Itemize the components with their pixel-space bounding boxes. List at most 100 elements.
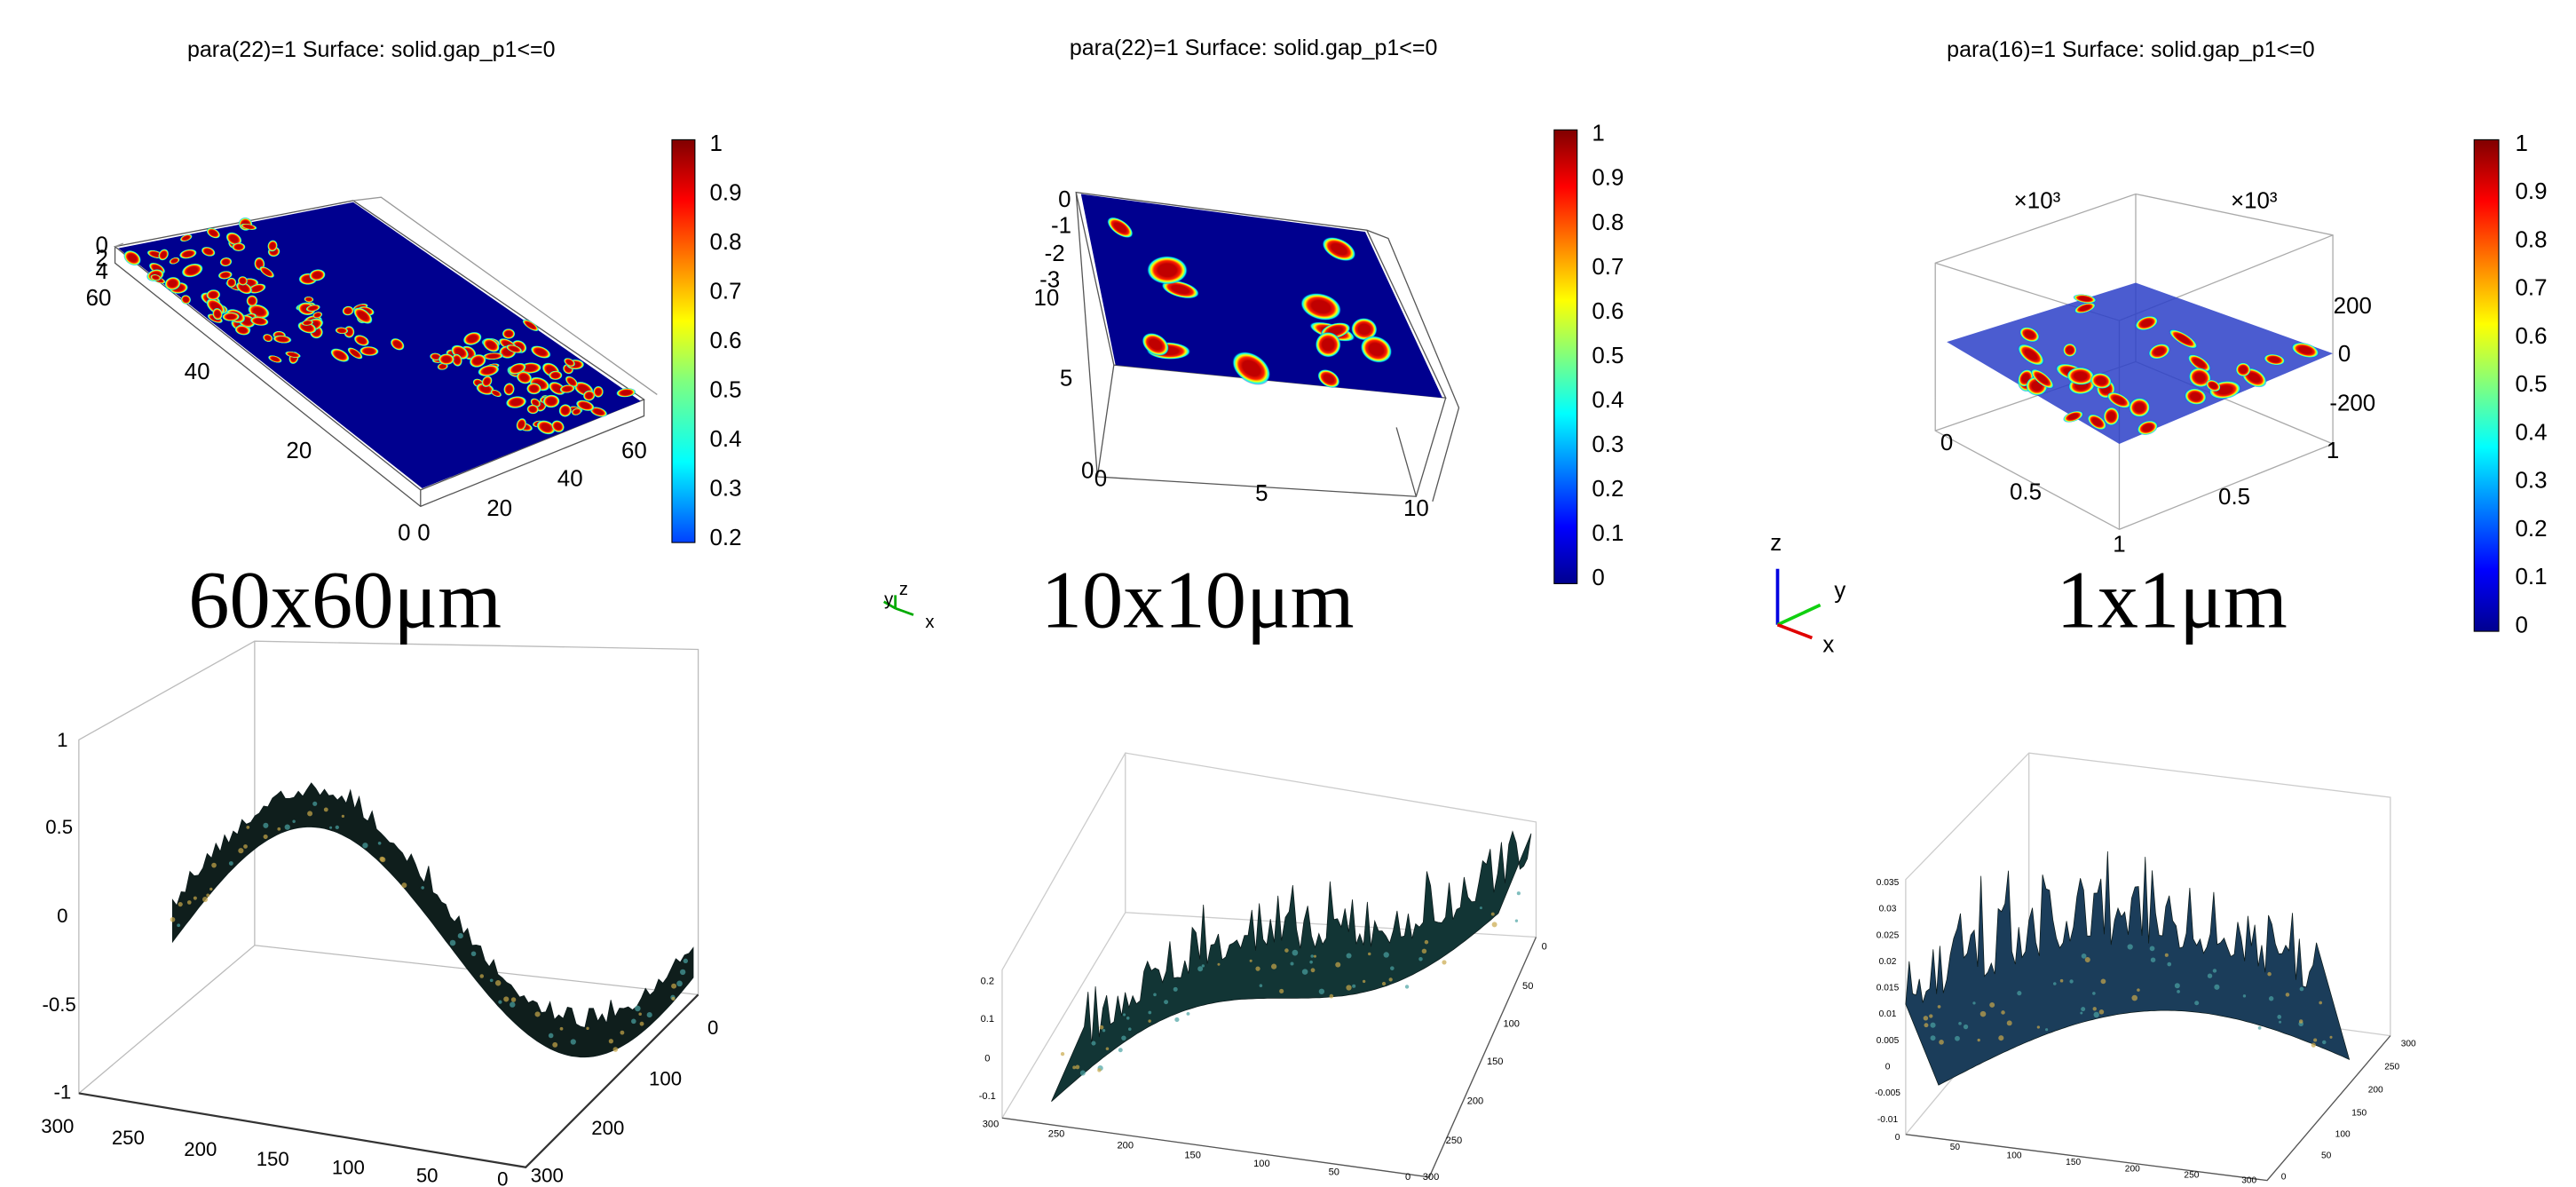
colorbar-tick-label: 0.3	[1592, 432, 1624, 457]
surface-speckle	[2311, 1042, 2316, 1047]
surface-speckle	[1102, 1029, 1105, 1032]
colorbar-tick-label: 0.3	[2516, 469, 2548, 494]
surface-speckle	[1978, 1039, 1980, 1041]
z-tick-label: 0.2	[981, 976, 994, 986]
x-tick-label: 50	[416, 1165, 439, 1187]
triad-label: y	[884, 590, 894, 609]
y-tick-label: 150	[2351, 1108, 2367, 1118]
axis-tick-label: 60	[621, 439, 647, 463]
colorbar	[1554, 130, 1577, 583]
surface-speckle	[336, 826, 339, 829]
colorbar-tick-label: 0.8	[2516, 227, 2548, 252]
size-label: 10x10μm	[1041, 555, 1355, 645]
x-tick-label: 200	[184, 1138, 217, 1160]
z-tick-label: 0.015	[1877, 984, 1900, 993]
surface-speckle	[2313, 1038, 2317, 1041]
axis-tick-label: 0	[417, 521, 430, 546]
y-tick-label: 50	[1522, 981, 1533, 992]
surface-speckle	[1271, 964, 1276, 969]
surface-speckle	[1931, 1035, 1936, 1041]
x-tick-label: 250	[1048, 1129, 1065, 1140]
axis-tick-label: 40	[185, 360, 210, 384]
surface-speckle	[1164, 1000, 1168, 1004]
surface-speckle	[635, 1006, 641, 1012]
colorbar	[2474, 139, 2499, 631]
surface-speckle	[498, 1000, 502, 1003]
surface-speckle	[1260, 984, 1263, 987]
colorbar	[672, 139, 695, 542]
surface-speckle	[1310, 954, 1314, 958]
axis-tick-label: ×10³	[2014, 189, 2061, 214]
surface-speckle	[1123, 1013, 1126, 1016]
y-tick-label: 50	[2321, 1151, 2332, 1161]
triad-label: z	[1770, 531, 1782, 556]
surface-speckle	[187, 900, 192, 905]
surface-speckle	[2243, 994, 2246, 997]
surface-speckle	[620, 1031, 625, 1035]
triad-label: x	[1822, 633, 1834, 658]
z-tick-label: -0.1	[979, 1091, 996, 1102]
surface-speckle	[1958, 1022, 1962, 1025]
surface-speckle	[2175, 983, 2180, 988]
colorbar-tick-label: 0.5	[2516, 372, 2548, 397]
surface-speckle	[1347, 954, 1352, 959]
surface-speckle	[1118, 1048, 1123, 1052]
surface-speckle	[379, 857, 383, 861]
axis-tick-label: 5	[1060, 367, 1072, 392]
colorbar-tick-label: 0.2	[710, 526, 742, 550]
surface-speckle	[1352, 985, 1355, 988]
surface-speckle	[178, 902, 183, 906]
surface-speckle	[1290, 962, 1293, 966]
triad-label: x	[925, 613, 934, 632]
surface-speckle	[2322, 1041, 2326, 1044]
surface-speckle	[680, 969, 685, 975]
surface-speckle	[2214, 985, 2219, 990]
y-tick-label: 100	[1503, 1019, 1520, 1030]
surface-speckle	[246, 826, 249, 829]
surface-speckle	[206, 893, 209, 897]
x-tick-label: 200	[1118, 1141, 1134, 1151]
colorbar-tick-label: 0.7	[710, 279, 742, 304]
triad-label: y	[1834, 578, 1845, 603]
axis-tick-label: 40	[557, 467, 583, 492]
surface-speckle	[2279, 1021, 2281, 1024]
colorbar-tick-label: 0	[2516, 613, 2528, 637]
surface-speckle	[2267, 972, 2271, 976]
colorbar-tick-label: 0.1	[2516, 565, 2548, 590]
z-tick-label: 0	[984, 1053, 990, 1064]
x-tick-label: 250	[112, 1127, 145, 1149]
surface-speckle	[2060, 979, 2064, 983]
surface-speckle	[2093, 1007, 2097, 1010]
surface-speckle	[2085, 957, 2090, 962]
surface-speckle	[552, 1042, 557, 1048]
surface-speckle	[238, 848, 243, 853]
surface-speckle	[676, 981, 683, 987]
surface-speckle	[342, 815, 344, 818]
surface-speckle	[1422, 949, 1426, 954]
y-tick-label: 0	[1542, 942, 1547, 953]
z-tick-label: -0.5	[43, 993, 76, 1016]
surface-speckle	[1153, 993, 1157, 997]
axis-tick-label: 0	[1081, 458, 1094, 483]
surface-speckle	[2165, 954, 2169, 957]
colorbar-tick-label: 0.6	[710, 328, 742, 353]
surface-speckle	[1491, 913, 1495, 916]
triad-arrow	[1778, 605, 1821, 624]
colorbar-tick-label: 0.6	[2516, 324, 2548, 349]
surface-speckle	[1964, 1025, 1968, 1029]
y-tick-label: 250	[2384, 1063, 2399, 1072]
surface-speckle	[511, 997, 516, 1001]
surface-speckle	[1309, 961, 1313, 964]
colorbar-tick-label: 0.7	[2516, 276, 2548, 301]
surface-speckle	[571, 1039, 576, 1044]
triad-label: z	[899, 580, 908, 599]
surface-speckle	[170, 917, 176, 922]
surface-speckle	[479, 974, 484, 978]
surface-speckle	[194, 897, 197, 900]
z-tick-label: 0	[1885, 1063, 1891, 1072]
colorbar-tick-label: 0.7	[1592, 255, 1624, 280]
surface-speckle	[2258, 1026, 2262, 1030]
z-tick-label: -0.01	[1877, 1115, 1899, 1125]
axis-tick-label: 60	[86, 286, 112, 311]
surface-speckle	[1314, 955, 1316, 958]
